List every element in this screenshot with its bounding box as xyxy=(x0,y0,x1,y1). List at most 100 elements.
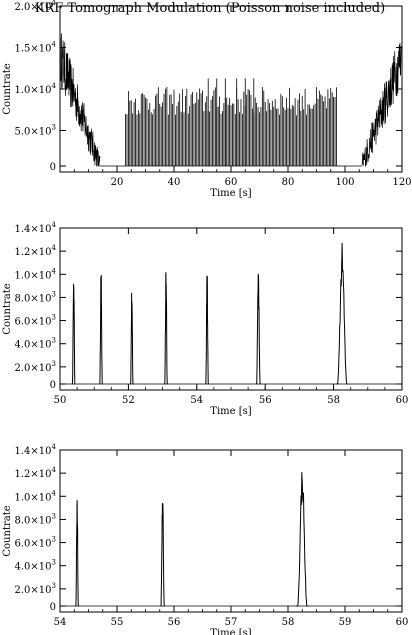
y-tick-exponent: 3 xyxy=(52,124,56,132)
x-tick-label: 120 xyxy=(392,177,411,188)
peak xyxy=(296,472,309,607)
figure-title: KRF Tomograph Modulation (Poisson noise … xyxy=(35,1,385,16)
x-tick-label: 55 xyxy=(111,617,124,628)
panel-overview: 20 40 60 80 100 12005.0×1031.0×1041.5×1042.0×… xyxy=(2,0,412,199)
peak xyxy=(160,503,165,607)
y-axis-label: Countrate xyxy=(2,283,13,334)
peak xyxy=(164,271,168,385)
x-tick-label: 100 xyxy=(335,177,354,188)
y-tick-mantissa: 0 xyxy=(50,162,56,173)
y-tick-mantissa: 2.0×10 xyxy=(15,363,52,374)
y-tick-mantissa: 2.0×10 xyxy=(15,2,52,13)
noise-envelope xyxy=(361,42,402,167)
y-tick-mantissa: 8.0×10 xyxy=(15,515,52,526)
y-tick-exponent: 3 xyxy=(52,559,56,567)
y-tick-label: 8.0×103 xyxy=(15,512,56,526)
y-tick-exponent: 3 xyxy=(52,314,56,322)
x-tick-label: 59 xyxy=(339,617,352,628)
peak xyxy=(99,274,103,385)
y-axis-label: Countrate xyxy=(2,63,13,114)
peak xyxy=(336,242,349,385)
y-tick-mantissa: 8.0×10 xyxy=(15,293,52,304)
y-tick-exponent: 4 xyxy=(52,267,57,275)
peak xyxy=(71,283,76,385)
y-tick-exponent: 4 xyxy=(52,443,57,451)
x-tick-label: 58 xyxy=(327,395,340,406)
noise-envelope xyxy=(60,33,101,168)
panel-zoom-54-60: 54 55 56 57 58 59 6002.0×1034.0×1036.0×1038.0×… xyxy=(2,443,408,635)
x-tick-label: 54 xyxy=(54,617,67,628)
y-tick-exponent: 4 xyxy=(52,82,57,90)
x-tick-label: 57 xyxy=(225,617,238,628)
x-tick-label: 80 xyxy=(282,177,295,188)
x-tick-label: 56 xyxy=(168,617,181,628)
y-tick-label: 6.0×103 xyxy=(15,536,56,550)
x-tick-label: 52 xyxy=(122,395,135,406)
y-tick-exponent: 4 xyxy=(52,489,57,497)
y-tick-label: 2.0×104 xyxy=(15,0,57,13)
y-tick-label: 2.0×103 xyxy=(15,360,56,374)
y-tick-mantissa: 4.0×10 xyxy=(15,562,52,573)
y-tick-exponent: 4 xyxy=(52,41,57,49)
y-tick-label: 1.0×104 xyxy=(15,489,57,503)
y-tick-mantissa: 1.4×10 xyxy=(15,224,52,235)
y-tick-mantissa: 4.0×10 xyxy=(15,340,52,351)
y-tick-mantissa: 0 xyxy=(50,380,56,391)
y-tick-mantissa: 1.0×10 xyxy=(15,85,52,96)
y-tick-label: 1.2×104 xyxy=(15,466,57,480)
x-tick-label: 56 xyxy=(259,395,272,406)
y-tick-mantissa: 6.0×10 xyxy=(15,539,52,550)
y-tick-exponent: 3 xyxy=(52,337,56,345)
peak xyxy=(130,292,134,385)
peak xyxy=(75,500,79,607)
y-tick-mantissa: 6.0×10 xyxy=(15,317,52,328)
y-tick-label: 4.0×103 xyxy=(15,559,56,573)
panel-zoom-50-60: 50 52 54 56 58 6002.0×1034.0×1036.0×1038.0×10… xyxy=(2,221,408,417)
x-tick-label: 50 xyxy=(54,395,67,406)
x-tick-label: 58 xyxy=(282,617,295,628)
y-tick-label: 1.5×104 xyxy=(15,41,57,55)
y-tick-exponent: 4 xyxy=(52,244,57,252)
y-tick-mantissa: 1.2×10 xyxy=(15,247,52,258)
y-tick-exponent: 3 xyxy=(52,512,56,520)
x-axis-label: Time [s] xyxy=(210,188,251,199)
peak xyxy=(205,275,209,385)
y-tick-mantissa: 1.0×10 xyxy=(15,270,52,281)
y-tick-label: 2.0×103 xyxy=(15,582,56,596)
x-axis-label: Time [s] xyxy=(210,628,251,635)
y-tick-exponent: 4 xyxy=(52,0,57,7)
y-tick-label: 5.0×103 xyxy=(15,124,56,138)
peak xyxy=(256,273,261,385)
y-tick-label: 0 xyxy=(50,602,56,613)
y-axis-label: Countrate xyxy=(2,505,13,556)
x-tick-label: 60 xyxy=(396,395,409,406)
y-tick-label: 0 xyxy=(50,380,56,391)
x-tick-label: 54 xyxy=(190,395,203,406)
y-tick-exponent: 3 xyxy=(52,290,56,298)
y-tick-label: 1.2×104 xyxy=(15,244,57,258)
y-tick-mantissa: 1.5×10 xyxy=(15,44,52,55)
y-tick-exponent: 3 xyxy=(52,582,56,590)
x-tick-label: 60 xyxy=(396,617,409,628)
y-tick-label: 6.0×103 xyxy=(15,314,56,328)
x-tick-label: 40 xyxy=(168,177,181,188)
x-tick-label: 20 xyxy=(111,177,124,188)
y-tick-label: 0 xyxy=(50,162,56,173)
y-tick-mantissa: 1.2×10 xyxy=(15,469,52,480)
y-tick-label: 1.0×104 xyxy=(15,267,57,281)
y-tick-label: 4.0×103 xyxy=(15,337,56,351)
x-axis-label: Time [s] xyxy=(210,406,251,417)
y-tick-mantissa: 1.0×10 xyxy=(15,492,52,503)
y-tick-label: 8.0×103 xyxy=(15,290,56,304)
y-tick-exponent: 4 xyxy=(52,221,57,229)
y-tick-mantissa: 5.0×10 xyxy=(15,127,52,138)
y-tick-mantissa: 2.0×10 xyxy=(15,585,52,596)
y-tick-label: 1.0×104 xyxy=(15,82,57,96)
y-tick-exponent: 3 xyxy=(52,536,56,544)
y-tick-label: 1.4×104 xyxy=(15,443,57,457)
y-tick-label: 1.4×104 xyxy=(15,221,57,235)
y-tick-mantissa: 1.4×10 xyxy=(15,446,52,457)
y-tick-mantissa: 0 xyxy=(50,602,56,613)
